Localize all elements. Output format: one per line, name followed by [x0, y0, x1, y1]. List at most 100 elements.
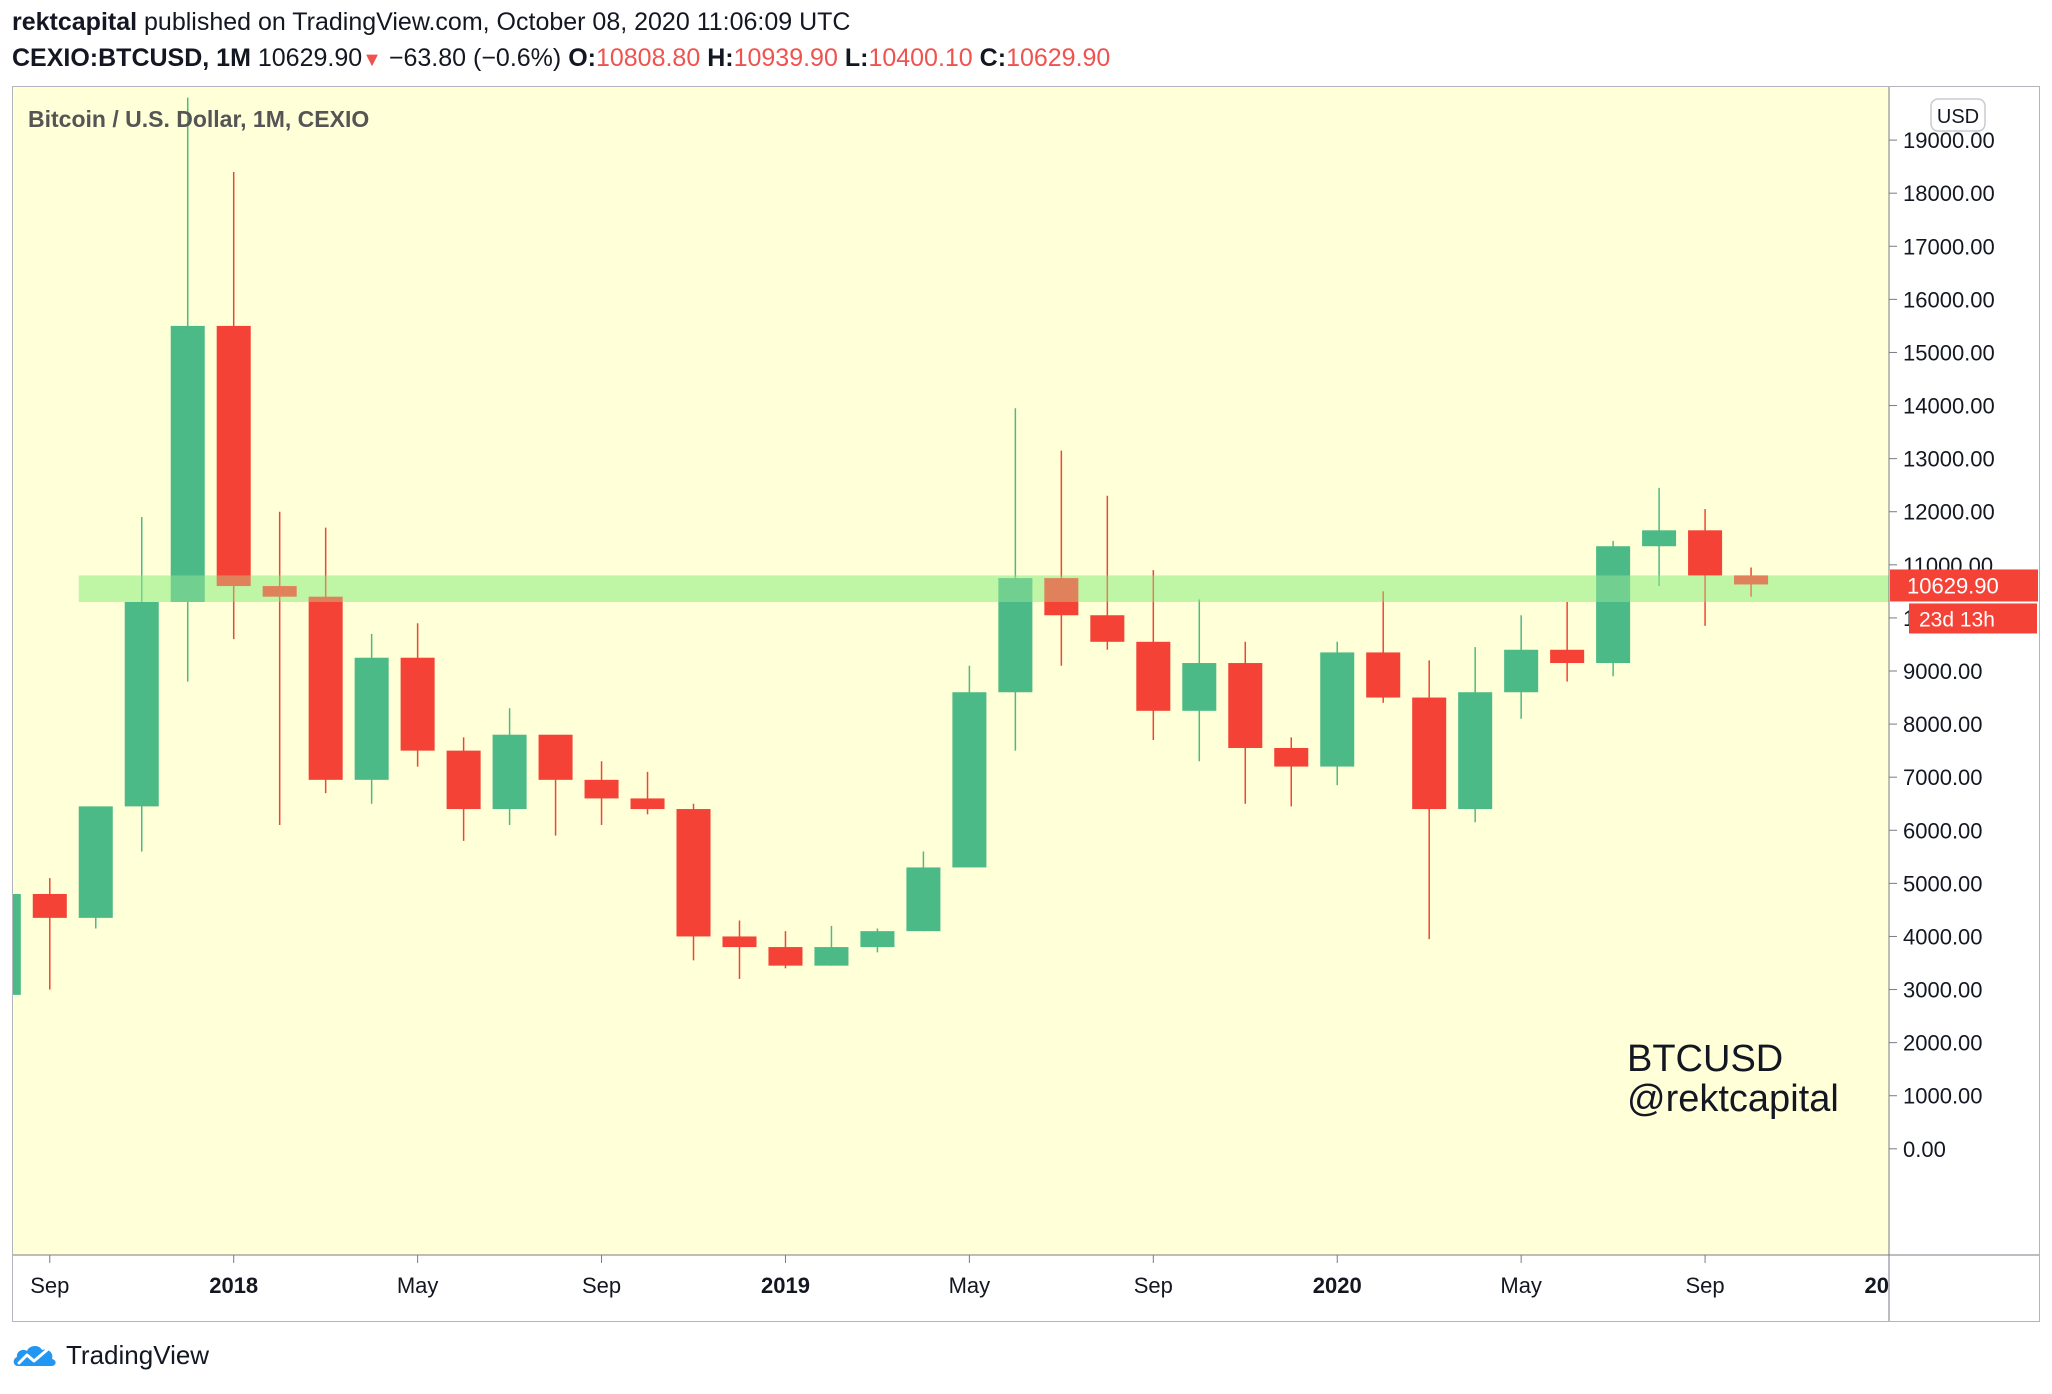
currency-badge-box: [1930, 98, 1986, 132]
watermark: BTCUSD@rektcapital: [1627, 1038, 1839, 1120]
time-tick-label: Sep: [1134, 1273, 1173, 1298]
close-value: 10629.90: [1006, 44, 1111, 72]
candle-body: [262, 586, 297, 597]
last-price-marker: 10629.90 23d 13h: [1890, 569, 2038, 634]
countdown-box: [1909, 603, 2037, 634]
watermark-symbol: BTCUSD: [1627, 1038, 1783, 1080]
price-tick-label: 12000.00: [1903, 500, 1995, 525]
price-tick-label: 1000.00: [1903, 1084, 1983, 1109]
price-tick-label: 17000.00: [1903, 234, 1995, 259]
candle-body: [1274, 747, 1309, 767]
ohlc-line: CEXIO:BTCUSD, 1M 10629.90▼ −63.80 (−0.6%…: [12, 44, 1110, 73]
price-tick-label: 4000.00: [1903, 924, 1983, 949]
price-tick-label: 18000.00: [1903, 181, 1995, 206]
candle-body: [1366, 652, 1401, 698]
candle-body: [584, 779, 619, 799]
candle-body: [170, 325, 205, 602]
time-tick-label: Sep: [1686, 1273, 1725, 1298]
down-arrow-icon: ▼: [362, 49, 382, 71]
candle-body: [1090, 615, 1125, 642]
candle-body: [1320, 652, 1355, 767]
candle-body: [13, 893, 21, 995]
high-label: H:: [707, 44, 734, 72]
price-tick-label: 7000.00: [1903, 765, 1983, 790]
last-price-box: [1890, 569, 2038, 602]
countdown-label: 23d 13h: [1919, 608, 1995, 631]
price-tick-label: 19000.00: [1903, 128, 1995, 153]
publication-line: rektcapital published on TradingView.com…: [12, 8, 850, 37]
symbol-label[interactable]: CEXIO:BTCUSD, 1M: [12, 44, 251, 72]
support-zone-overlay: [78, 575, 1889, 602]
price-tick-label: 8000.00: [1903, 712, 1983, 737]
candle-body: [1458, 692, 1493, 810]
candle-body: [676, 809, 711, 937]
close-label: C:: [979, 44, 1007, 72]
currency-badge: USD: [1930, 98, 1986, 132]
candle-body: [1504, 649, 1539, 693]
candle-body: [400, 657, 435, 751]
candle-body: [1688, 530, 1723, 576]
plot-area: Bitcoin / U.S. Dollar, 1M, CEXIO BTCUSD@r…: [13, 97, 1889, 1120]
price-tick-label: 15000.00: [1903, 340, 1995, 365]
open-label: O:: [568, 44, 596, 72]
price-axis: 0.00 1000.00 2000.00 3000.00 4000.00 5000.00 6…: [1889, 128, 1995, 1162]
chart-frame: Bitcoin / U.S. Dollar, 1M, CEXIO BTCUSD @r…: [12, 86, 2040, 1322]
chart-title: Bitcoin / U.S. Dollar, 1M, CEXIO: [28, 106, 369, 132]
candle-body: [1044, 578, 1079, 616]
candle-body: [78, 806, 113, 918]
last-price: 10629.90: [257, 44, 363, 72]
price-change: −63.80 (−0.6%): [388, 44, 562, 72]
candle-body: [1228, 663, 1263, 748]
candle-body: [998, 578, 1033, 693]
support-zone: [78, 575, 1889, 602]
time-tick-label: 2019: [761, 1273, 810, 1298]
time-tick-label: 2021: [1865, 1273, 1914, 1298]
time-tick-label: May: [397, 1273, 439, 1298]
price-tick-label: 9000.00: [1903, 659, 1983, 684]
currency-label: USD: [1937, 106, 1979, 128]
low-label: L:: [844, 44, 869, 72]
price-tick-label: 0.00: [1903, 1137, 1946, 1162]
price-tick-label: 14000.00: [1903, 394, 1995, 419]
time-tick-label: 2018: [209, 1273, 258, 1298]
candle-body: [32, 893, 67, 918]
price-tick-label: 2000.00: [1903, 1031, 1983, 1056]
published-text: published on TradingView.com, October 08…: [144, 8, 851, 36]
candle-body: [814, 947, 849, 966]
tradingview-cloud-icon: [13, 1345, 56, 1366]
last-price-label: 10629.90: [1907, 573, 1999, 598]
candle-body: [308, 596, 343, 780]
low-value: 10400.10: [868, 44, 973, 72]
price-tick-label: 6000.00: [1903, 818, 1983, 843]
candle-body: [124, 601, 159, 807]
open-value: 10808.80: [595, 44, 701, 72]
tradingview-brand: TradingView: [66, 1340, 210, 1370]
candle-body: [492, 734, 527, 810]
candle-body: [1550, 649, 1585, 664]
high-value: 10939.90: [733, 44, 838, 72]
candlestick-chart[interactable]: Bitcoin / U.S. Dollar, 1M, CEXIO BTCUSD@r…: [13, 87, 2039, 1321]
candle-body: [860, 931, 895, 948]
time-tick-label: May: [1500, 1273, 1542, 1298]
price-tick-label: 16000.00: [1903, 287, 1995, 312]
price-tick-label: 13000.00: [1903, 447, 1995, 472]
time-tick-label: May: [949, 1273, 991, 1298]
candle-body: [1734, 575, 1769, 585]
candle-body: [1182, 663, 1217, 711]
candle-body: [1642, 530, 1677, 547]
candle-body: [906, 867, 941, 932]
candle-body: [768, 947, 803, 966]
candle-body: [538, 734, 573, 780]
candle-body: [1596, 546, 1631, 664]
candle-body: [1412, 697, 1447, 810]
candle-body: [952, 692, 987, 868]
candle-body: [722, 936, 757, 948]
plot-background: [13, 87, 1889, 1255]
time-axis: Sep 2018 May Sep 2019 May Sep 2020 May Sep 2021: [30, 1255, 1914, 1298]
price-tick-label: 5000.00: [1903, 871, 1983, 896]
price-tick-label: 3000.00: [1903, 978, 1983, 1003]
candle-body: [354, 657, 389, 780]
author-name[interactable]: rektcapital: [12, 8, 138, 36]
tradingview-logo[interactable]: TradingView: [12, 1340, 209, 1371]
candle-body: [630, 798, 665, 810]
